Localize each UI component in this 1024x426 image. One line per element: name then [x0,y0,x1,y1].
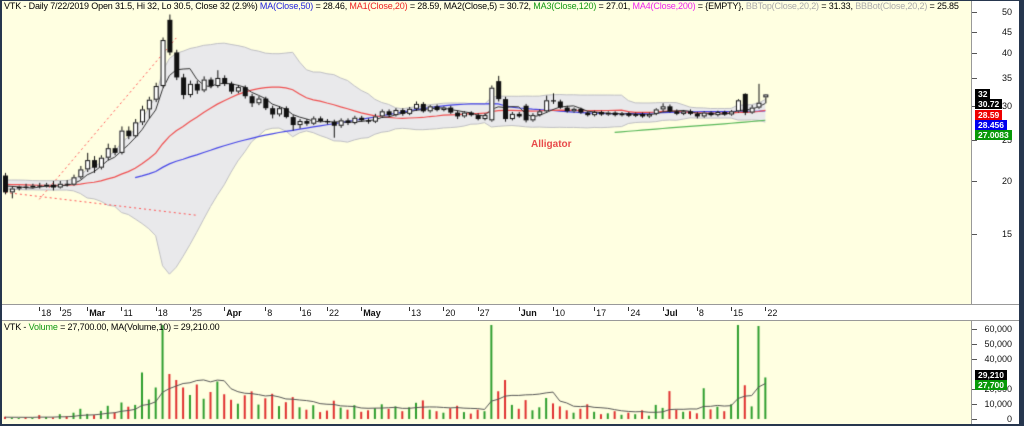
date-tick [265,307,267,311]
date-tick [39,307,41,311]
date-tick-label: 8 [267,308,273,318]
date-tick [696,307,698,311]
date-tick [326,307,328,311]
axis-tick [972,139,977,141]
date-tick-label: 22 [767,308,778,318]
date-tick-label: 25 [191,308,202,318]
date-axis[interactable]: 18 25 Mar 11 18 25 Apr 8 16 22 May 13 20 27 Jun 10 17 24 J… [2,304,1019,321]
date-tick [121,307,123,311]
axis-tick [972,359,977,360]
date-tick-label: Mar [89,308,106,318]
date-tick [443,307,445,311]
axis-tick [972,404,977,405]
axis-tick [972,106,977,108]
date-tick-label: 15 [733,308,744,318]
axis-price-badge: 27.0083 [975,130,1012,141]
date-tick-label: Jul [664,308,678,318]
date-tick [477,307,479,311]
axis-tick [972,53,977,55]
axis-tick-label: 30 [1001,101,1012,112]
axis-tick [972,77,977,79]
date-tick [731,307,733,311]
axis-tick-label: 50 [1001,7,1012,18]
axis-tick-label: 40,000 [984,354,1012,364]
axis-tick [972,389,977,390]
date-tick-label: Apr [226,308,242,318]
date-tick [765,307,767,311]
axis-price-badge: 27,700 [975,380,1007,391]
date-tick-label: 18 [157,308,168,318]
axis-tick [972,419,977,420]
date-tick [628,307,630,311]
axis-tick-label: 10,000 [984,399,1012,409]
axis-price-badge: 28.59 [975,110,1003,121]
date-tick-label: 16 [301,308,312,318]
date-tick-label: 27 [479,308,490,318]
date-tick-label: 22 [328,308,339,318]
date-tick-label: 8 [698,308,704,318]
axis-tick [972,12,977,14]
axis-tick [972,344,977,345]
date-tick-label: 24 [630,308,641,318]
axis-price-badge: 30.72 [975,99,1003,110]
date-tick [87,307,89,311]
date-tick-label: 13 [411,308,422,318]
axis-tick-label: 40 [1001,48,1012,59]
axis-price-badge: 29,210 [975,370,1007,381]
date-tick-label: Jun [520,308,537,318]
axis-tick-label: 60,000 [984,324,1012,334]
axis-tick-label: 50,000 [984,339,1012,349]
date-tick [189,307,191,311]
date-tick-label: 20 [445,308,456,318]
axis-tick [972,329,977,330]
axis-tick-label: 0 [1006,414,1012,424]
axis-tick-label: 35 [1001,72,1012,83]
date-tick-label: 18 [41,308,52,318]
date-tick-label: 25 [61,308,72,318]
price-y-axis[interactable]: 5045403530252015 [971,1,1019,304]
date-tick-label: 11 [123,308,133,318]
date-tick [59,307,61,311]
axis-price-badge: 32 [975,89,991,100]
date-tick [155,307,157,311]
axis-tick [972,31,977,33]
date-tick-label: 17 [596,308,607,318]
date-tick [594,307,596,311]
date-tick [409,307,411,311]
date-tick [361,307,363,311]
date-tick [518,307,520,311]
axis-tick-label: 45 [1001,26,1012,37]
axis-price-badge: 28.456 [975,120,1007,131]
date-tick [553,307,554,311]
date-tick [299,307,301,311]
axis-tick [972,180,977,182]
date-tick-label: 10 [555,308,566,318]
axis-tick-label: 15 [1001,228,1012,239]
date-tick-label: May [363,308,381,318]
axis-tick-label: 20 [1001,175,1012,186]
axis-tick [972,233,977,235]
date-tick [662,307,664,311]
date-tick [224,307,226,311]
